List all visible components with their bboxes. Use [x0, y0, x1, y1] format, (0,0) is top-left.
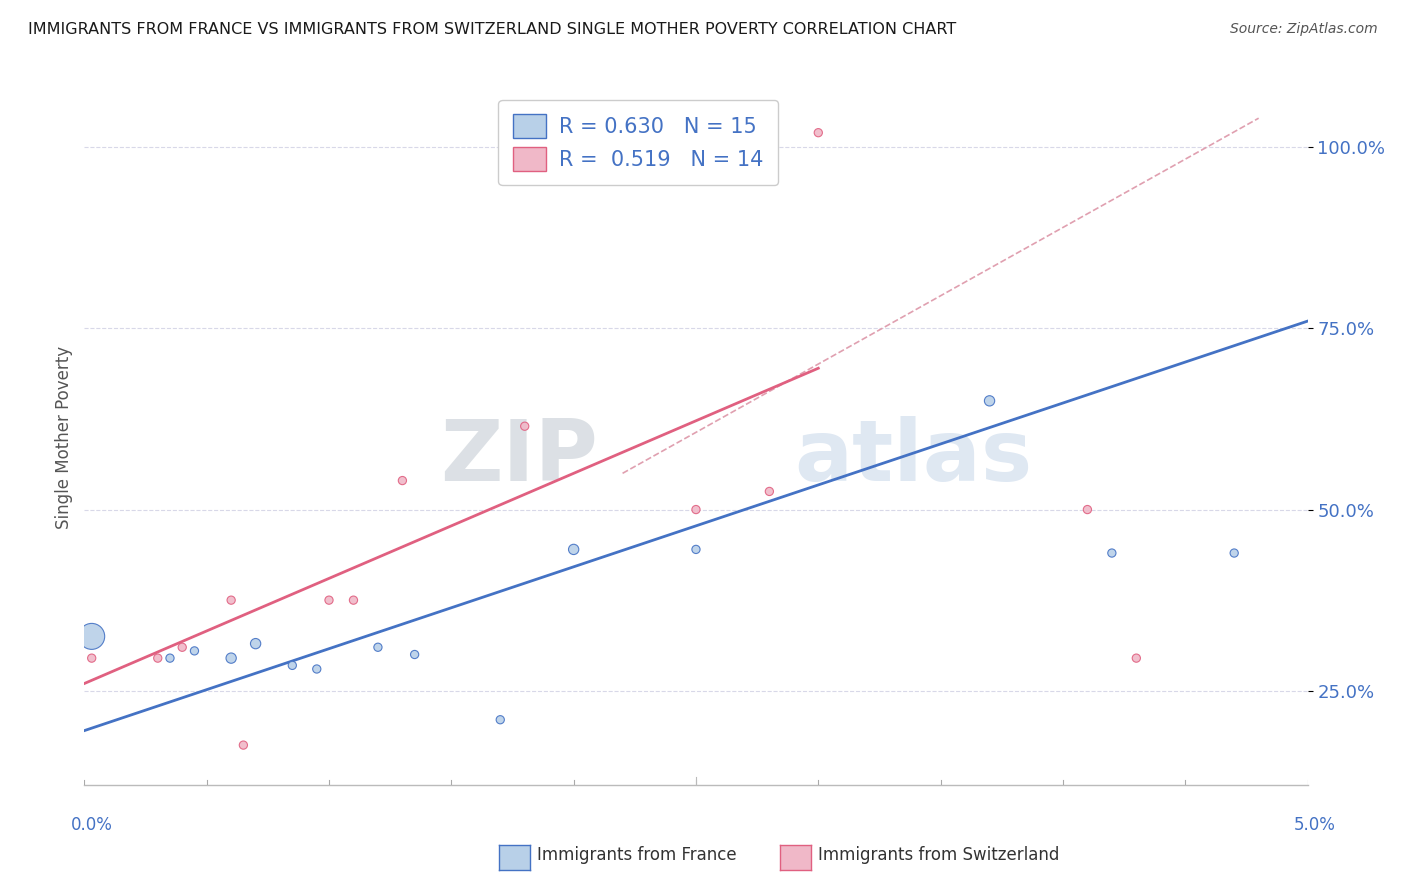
Text: IMMIGRANTS FROM FRANCE VS IMMIGRANTS FROM SWITZERLAND SINGLE MOTHER POVERTY CORR: IMMIGRANTS FROM FRANCE VS IMMIGRANTS FRO…: [28, 22, 956, 37]
Text: atlas: atlas: [794, 417, 1032, 500]
Point: [183, 644, 205, 658]
Point: [1125, 651, 1147, 665]
Point: [80, 651, 103, 665]
Point: [219, 651, 242, 665]
Text: Source: ZipAtlas.com: Source: ZipAtlas.com: [1230, 22, 1378, 37]
Point: [1223, 546, 1246, 560]
Point: [1101, 546, 1123, 560]
Point: [281, 658, 304, 673]
Point: [232, 738, 254, 752]
Point: [318, 593, 340, 607]
Point: [1076, 502, 1098, 516]
Legend: R = 0.630   N = 15, R =  0.519   N = 14: R = 0.630 N = 15, R = 0.519 N = 14: [499, 100, 778, 186]
Point: [146, 651, 169, 665]
Text: Immigrants from France: Immigrants from France: [537, 846, 737, 863]
Point: [979, 393, 1001, 408]
Text: ZIP: ZIP: [440, 417, 598, 500]
Point: [219, 593, 242, 607]
Point: [404, 648, 426, 662]
Point: [245, 637, 267, 651]
Point: [513, 419, 536, 434]
Point: [758, 484, 780, 499]
Point: [159, 651, 181, 665]
Point: [391, 474, 413, 488]
Point: [562, 542, 585, 557]
Point: [342, 593, 364, 607]
Point: [807, 126, 830, 140]
Point: [80, 629, 103, 643]
Text: Immigrants from Switzerland: Immigrants from Switzerland: [818, 846, 1060, 863]
Point: [367, 640, 389, 655]
Point: [489, 713, 512, 727]
Point: [685, 542, 707, 557]
Y-axis label: Single Mother Poverty: Single Mother Poverty: [55, 345, 73, 529]
Point: [172, 640, 194, 655]
Text: 0.0%: 0.0%: [70, 816, 112, 834]
Text: 5.0%: 5.0%: [1294, 816, 1336, 834]
Point: [305, 662, 328, 676]
Point: [685, 502, 707, 516]
